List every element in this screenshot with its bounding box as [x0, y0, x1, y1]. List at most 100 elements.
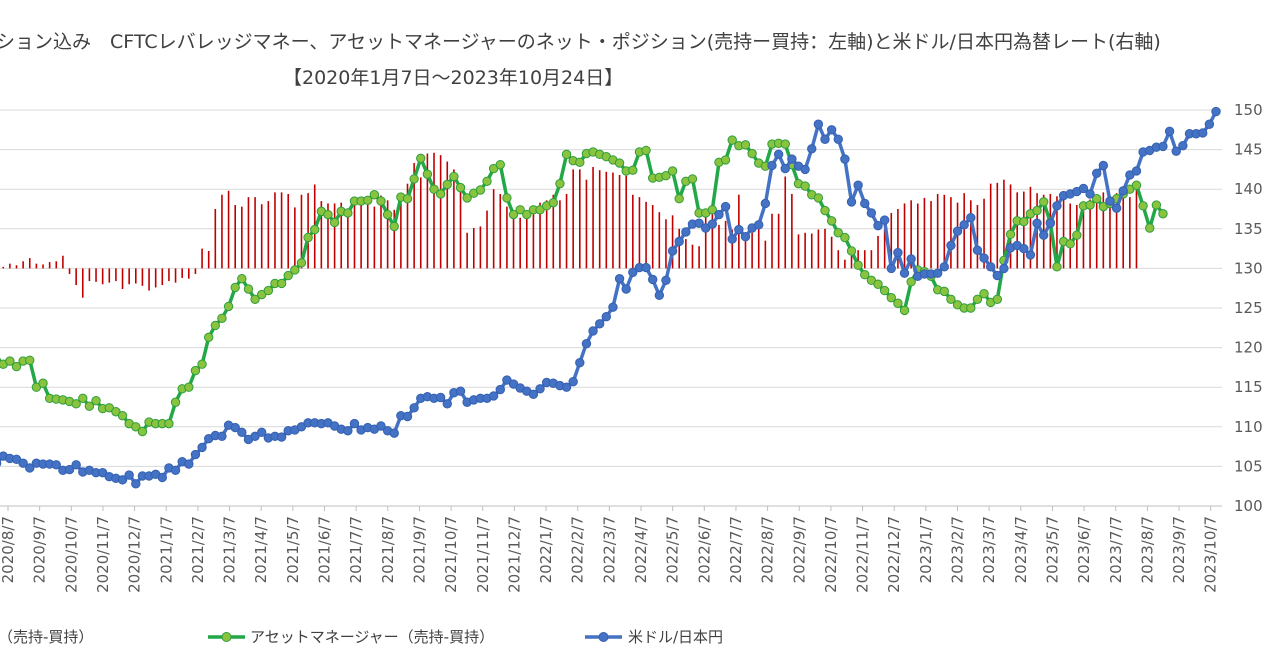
- asset-manager-point: [329, 217, 340, 228]
- asset-manager-point: [184, 382, 194, 392]
- usdjpy-point: [64, 464, 75, 475]
- asset-manager-point: [475, 185, 486, 195]
- asset-manager-point: [1032, 205, 1042, 216]
- asset-manager-point: [846, 246, 857, 256]
- usdjpy-point: [1164, 126, 1175, 137]
- legend: （売持-買持） アセットマネージャー（売持-買持） 米ドル/日本円: [0, 628, 723, 646]
- usdjpy-point: [1131, 166, 1142, 176]
- asset-manager-point: [641, 145, 651, 156]
- asset-manager-series: [0, 135, 1168, 437]
- usdjpy-point: [1032, 218, 1042, 228]
- usdjpy-point: [1111, 203, 1122, 213]
- usdjpy-point: [18, 458, 28, 468]
- usdjpy-point: [389, 428, 399, 438]
- asset-manager-point: [992, 294, 1003, 304]
- x-tick-label: 2021/10/7: [442, 516, 460, 593]
- asset-manager-point: [561, 149, 572, 160]
- usdjpy-line: [0, 110, 1218, 486]
- x-tick-label: 2021/1/7: [157, 516, 175, 583]
- x-tick-label: 2022/5/7: [664, 516, 682, 583]
- asset-manager-point: [661, 171, 671, 181]
- legend-label-usdjpy: 米ドル/日本円: [628, 628, 723, 646]
- usdjpy-point: [879, 215, 890, 225]
- usdjpy-point: [1052, 201, 1062, 211]
- usdjpy-point: [0, 459, 2, 467]
- usdjpy-point: [946, 240, 956, 251]
- usdjpy-point: [1045, 218, 1056, 228]
- x-tick-label: 2022/12/7: [885, 516, 903, 593]
- usdjpy-point: [932, 268, 943, 278]
- asset-manager-point: [674, 194, 684, 204]
- usdjpy-point: [237, 427, 247, 438]
- asset-manager-point: [203, 332, 214, 343]
- usdjpy-point: [568, 376, 578, 387]
- asset-manager-point: [197, 359, 207, 369]
- usdjpy-point: [71, 460, 81, 470]
- usdjpy-point: [402, 411, 413, 422]
- usdjpy-point: [727, 234, 737, 244]
- asset-manager-point: [502, 193, 512, 203]
- right-tick-label: 145: [1234, 141, 1263, 159]
- usdjpy-point: [985, 262, 996, 272]
- asset-manager-point: [972, 294, 983, 304]
- usdjpy-point: [575, 357, 585, 368]
- asset-manager-point: [237, 273, 247, 284]
- x-tick-label: 2020/12/7: [126, 516, 144, 593]
- x-tick-label: 2021/3/7: [221, 516, 239, 583]
- asset-manager-point: [628, 165, 638, 175]
- asset-manager-point: [363, 195, 373, 205]
- usdjpy-point: [197, 442, 207, 453]
- asset-manager-point: [429, 184, 439, 194]
- usdjpy-point: [488, 391, 499, 401]
- x-tick-label: 2020/8/7: [0, 516, 17, 583]
- legend-marker-usdjpy: [598, 632, 609, 642]
- x-tick-label: 2021/5/7: [284, 516, 302, 583]
- usdjpy-point: [952, 226, 963, 236]
- usdjpy-point: [893, 247, 903, 258]
- usdjpy-point: [442, 399, 452, 409]
- usdjpy-point: [117, 475, 128, 485]
- usdjpy-point: [455, 386, 466, 396]
- asset-manager-point: [164, 418, 174, 429]
- usdjpy-point: [787, 154, 797, 164]
- usdjpy-point: [860, 198, 870, 209]
- usdjpy-point: [217, 431, 227, 442]
- right-tick-label: 110: [1234, 418, 1263, 436]
- asset-manager-point: [323, 209, 333, 220]
- usdjpy-point: [654, 290, 665, 301]
- asset-manager-point: [515, 205, 525, 215]
- asset-manager-point: [1092, 194, 1102, 204]
- chart-title: ション込み CFTCレバレッジマネー、アセットマネージャーのネット・ポジション(…: [0, 31, 1161, 53]
- asset-manager-point: [966, 303, 976, 313]
- usdjpy-point: [257, 427, 267, 438]
- usdjpy-point: [588, 326, 598, 336]
- asset-manager-point: [1151, 200, 1162, 210]
- usdjpy-point: [581, 338, 592, 349]
- usdjpy-point: [1085, 189, 1095, 199]
- usdjpy-point: [1038, 230, 1049, 240]
- usdjpy-point: [800, 164, 810, 175]
- usdjpy-point: [959, 220, 969, 230]
- usdjpy-point: [714, 209, 724, 220]
- usdjpy-point: [1178, 140, 1188, 151]
- asset-manager-point: [727, 135, 737, 145]
- usdjpy-point: [999, 263, 1009, 274]
- usdjpy-point: [866, 208, 877, 218]
- asset-manager-point: [893, 298, 903, 308]
- asset-manager-point: [343, 208, 353, 218]
- asset-manager-point: [906, 277, 916, 287]
- usdjpy-point: [561, 382, 572, 392]
- usdjpy-point: [376, 421, 386, 431]
- usdjpy-series: [0, 106, 1221, 489]
- x-tick-label: 2021/4/7: [252, 516, 270, 583]
- usdjpy-point: [813, 119, 824, 129]
- asset-manager-point: [369, 190, 380, 200]
- asset-manager-point: [1038, 197, 1049, 207]
- right-tick-label: 105: [1234, 457, 1263, 475]
- x-tick-label: 2023/8/7: [1138, 516, 1156, 583]
- x-tick-label: 2023/6/7: [1075, 516, 1093, 583]
- asset-manager-point: [25, 355, 35, 365]
- asset-manager-point: [210, 320, 221, 331]
- usdjpy-point: [621, 284, 631, 294]
